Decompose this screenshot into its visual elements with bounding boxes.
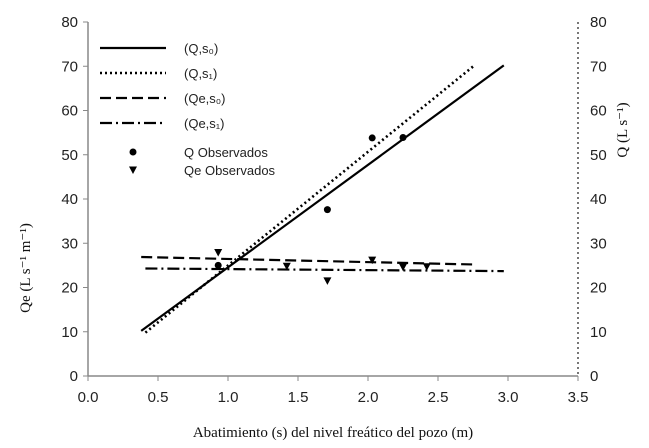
qe-observed-point: [214, 249, 223, 257]
series-layer: [140, 64, 505, 334]
x-tick-label: 0.0: [78, 389, 99, 406]
qe-observed-point: [323, 277, 332, 285]
series-line-dotted: [144, 64, 476, 334]
y-tick-label-left: 70: [61, 58, 78, 75]
qe-observed-point: [399, 263, 407, 272]
x-tick-label: 1.0: [218, 389, 239, 406]
y-axis-right-title: Q (L s⁻¹): [615, 102, 631, 157]
y-tick-label-left: 60: [61, 103, 78, 120]
legend-label: (Q,s₀): [184, 41, 218, 56]
y-tick-label-right: 0: [590, 368, 598, 385]
q-observed-point: [368, 134, 376, 142]
x-tick-label: 1.5: [288, 389, 309, 406]
y-tick-label-right: 80: [590, 14, 607, 31]
series-line-solid: [140, 64, 505, 332]
y-tick-label-left: 50: [61, 147, 78, 164]
y-tick-label-left: 80: [61, 14, 78, 31]
plot-area: [87, 22, 579, 377]
x-tick-label: 3.0: [498, 389, 519, 406]
legend-marker-triangle: [129, 166, 137, 174]
q-observed-point: [323, 206, 331, 214]
y-tick-label-left: 20: [61, 280, 78, 297]
q-observed-point: [399, 133, 407, 141]
x-tick-label: 3.5: [568, 389, 589, 406]
y-tick-label-right: 50: [590, 147, 607, 164]
y-tick-label-left: 10: [61, 324, 78, 341]
qe-observed-point: [422, 263, 431, 271]
y-tick-label-right: 70: [590, 58, 607, 75]
x-tick-label: 2.5: [428, 389, 449, 406]
series-line-dashed: [141, 255, 475, 266]
legend-marker-circle: [129, 148, 137, 156]
y-tick-label-left: 30: [61, 235, 78, 252]
markers-layer: [214, 133, 431, 285]
q-observed-point: [214, 261, 222, 269]
legend-label: (Qe,s₀): [184, 91, 226, 106]
legend: (Q,s₀) (Q,s₁) (Qe,s₀) (Qe,s₁) Q Observados Qe…: [100, 41, 276, 178]
legend-label: (Q,s₁): [184, 66, 217, 81]
x-tick-label: 2.0: [358, 389, 379, 406]
x-tick-label: 0.5: [148, 389, 169, 406]
qe-observed-point: [282, 262, 291, 271]
y-tick-label-right: 40: [590, 191, 607, 208]
y-tick-label-right: 20: [590, 280, 607, 297]
legend-label: (Qe,s₁): [184, 116, 225, 131]
x-axis-title: Abatimiento (s) del nivel freático del p…: [193, 425, 473, 441]
qe-observed-point: [368, 256, 377, 265]
y-tick-label-left: 0: [70, 368, 78, 385]
legend-label: Q Observados: [184, 145, 268, 160]
series-line-dashdot: [145, 267, 504, 273]
y-tick-label-left: 40: [61, 191, 78, 208]
legend-label: Qe Observados: [184, 163, 276, 178]
y-tick-label-right: 60: [590, 103, 607, 120]
y-tick-label-right: 30: [590, 235, 607, 252]
y-tick-label-right: 10: [590, 324, 607, 341]
y-axis-left-title: Qe (L s⁻¹ m⁻¹): [18, 223, 34, 313]
